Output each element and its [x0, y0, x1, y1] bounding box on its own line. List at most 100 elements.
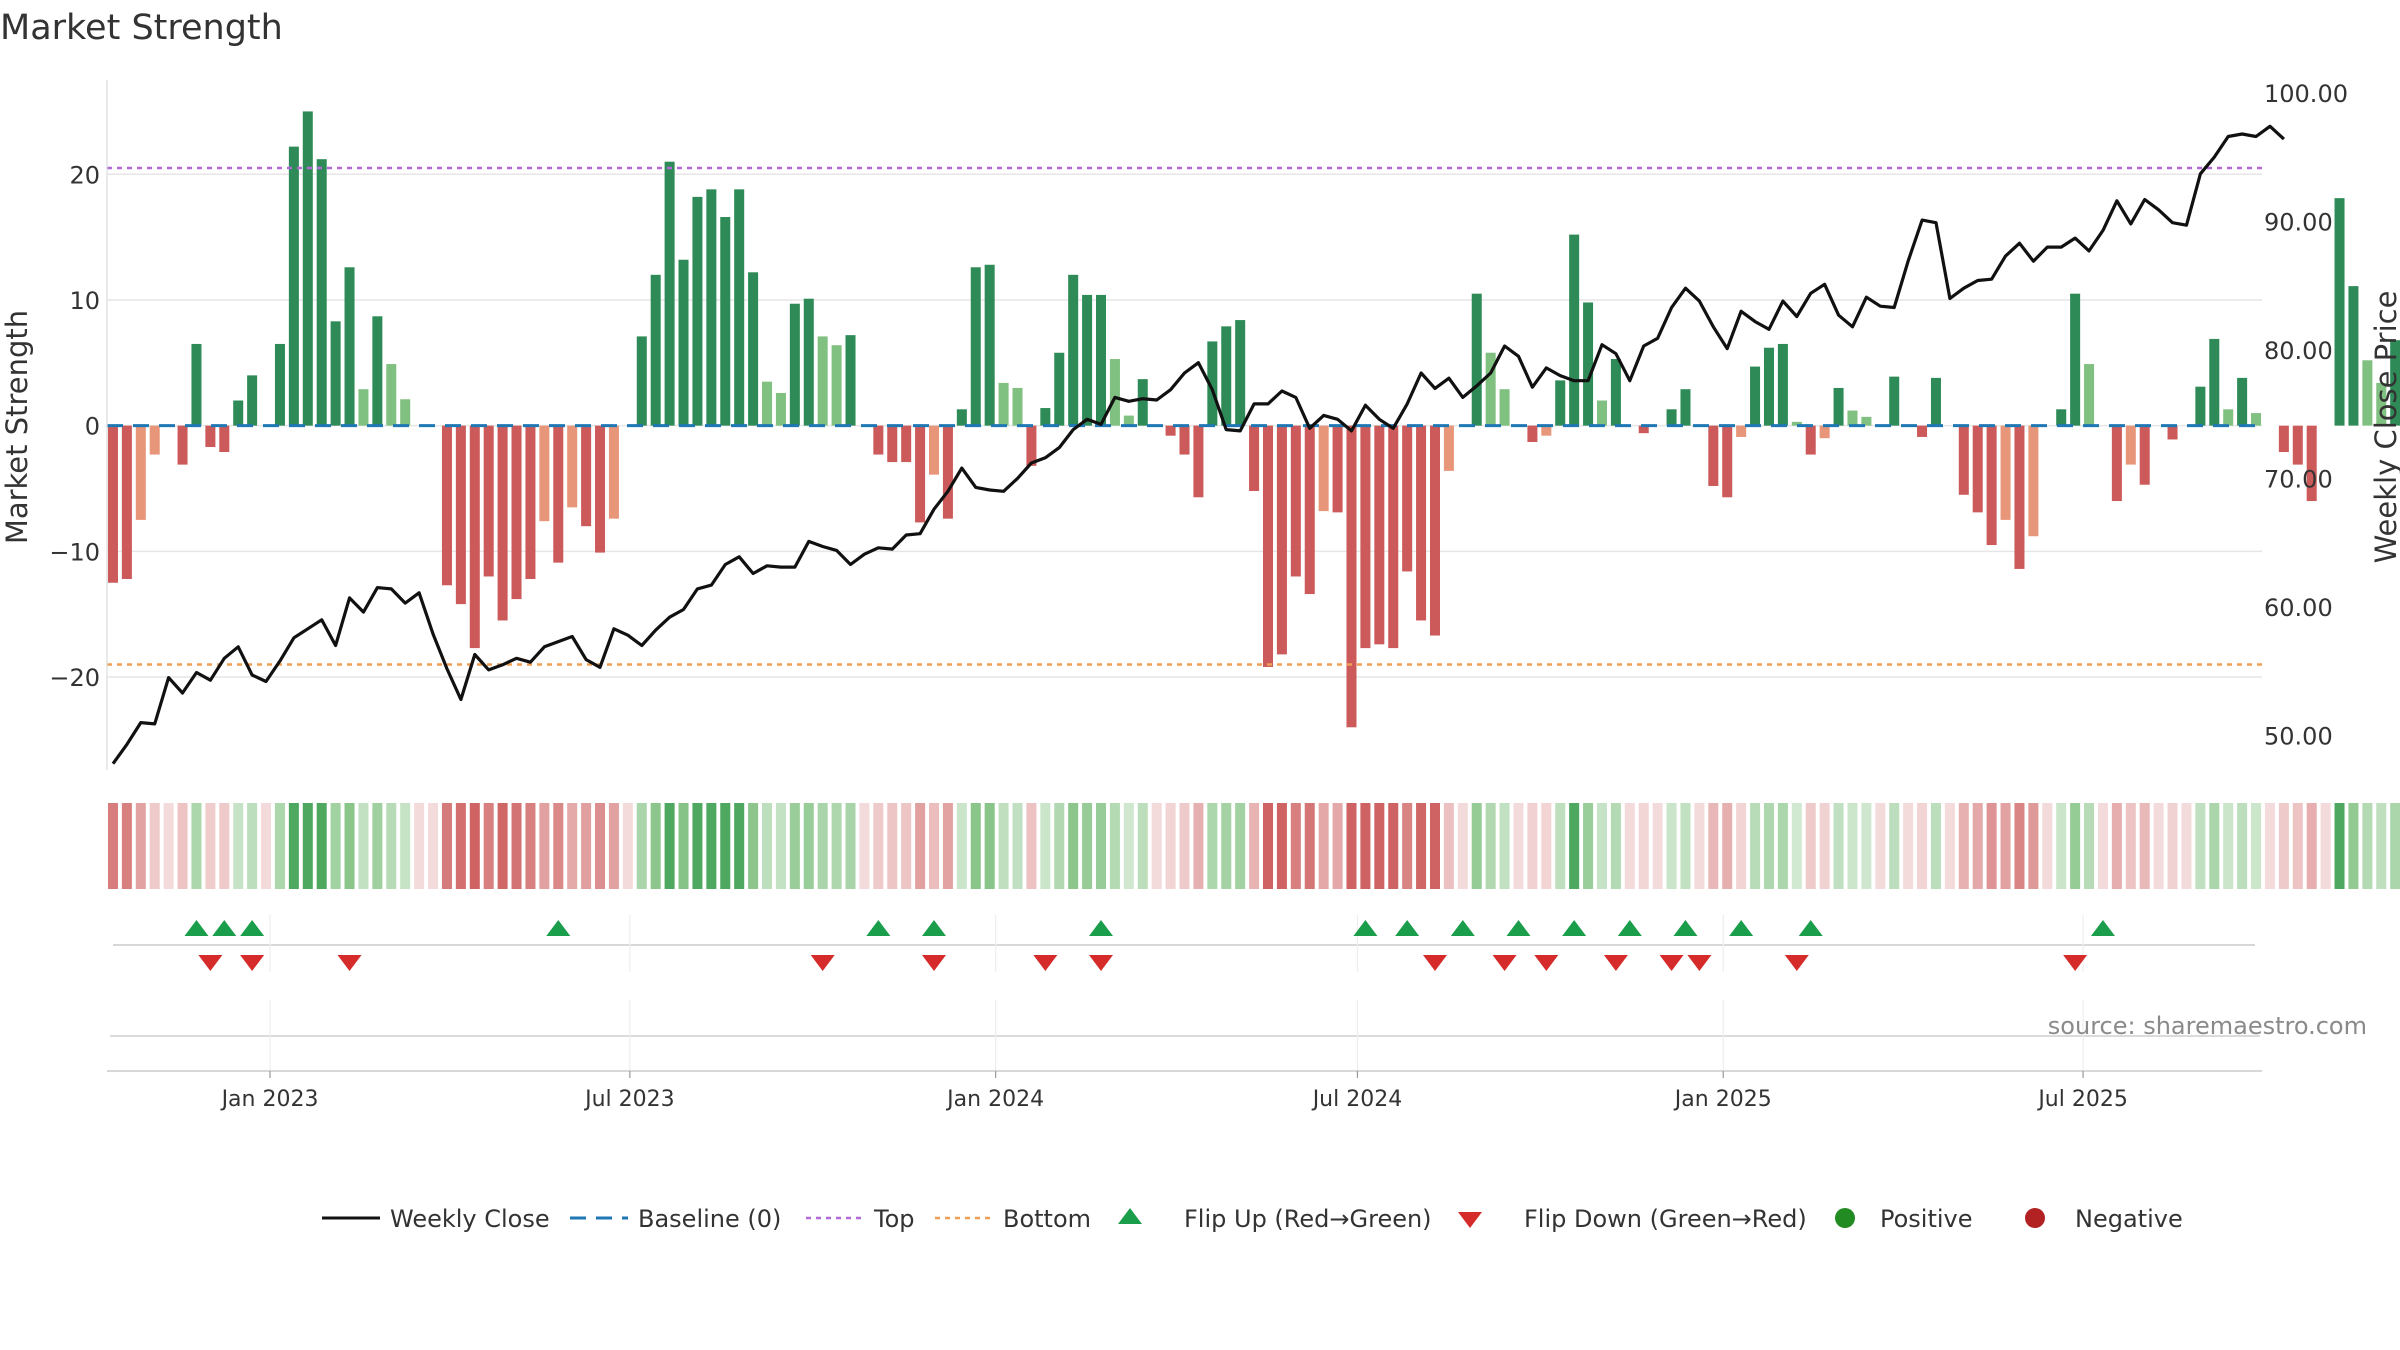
legend: Weekly Close Baseline (0) Top Bottom Flip Up… — [322, 1205, 2183, 1233]
heat-cell — [803, 803, 814, 889]
heat-cell — [1708, 803, 1719, 889]
heat-cell — [1763, 803, 1774, 889]
strength-bar — [1889, 376, 1900, 426]
heat-cell — [692, 803, 703, 889]
strength-bar — [1583, 302, 1594, 426]
heat-cell — [929, 803, 940, 889]
heat-cell — [1416, 803, 1427, 889]
strength-bar — [1012, 387, 1023, 426]
strength-bar — [1541, 425, 1552, 436]
strength-bar — [1930, 377, 1941, 426]
strength-bar — [1416, 425, 1427, 621]
heat-cell — [2195, 803, 2206, 889]
strength-bar — [1708, 425, 1719, 486]
heat-cell — [1360, 803, 1371, 889]
heat-cell — [2167, 803, 2178, 889]
heat-cell — [1054, 803, 1065, 889]
heat-cell — [414, 803, 425, 889]
strength-bar — [2251, 413, 2262, 426]
y-right-tick-label: 50.00 — [2264, 722, 2333, 750]
heat-cell — [1569, 803, 1580, 889]
strength-bar — [1819, 425, 1830, 439]
heat-cell — [400, 803, 411, 889]
strength-bar — [1346, 425, 1357, 728]
heat-cell — [636, 803, 647, 889]
legend-label: Negative — [2075, 1205, 2183, 1233]
heat-cell — [1249, 803, 1260, 889]
flip-up-marker — [922, 920, 947, 936]
heat-cell — [511, 803, 522, 889]
heat-cell — [2181, 803, 2192, 889]
strength-bar — [845, 335, 856, 426]
flip-up-marker — [1353, 920, 1378, 936]
y-left-tick-label: 10 — [69, 287, 100, 315]
strength-bar — [1471, 293, 1482, 426]
heat-cell — [149, 803, 160, 889]
heat-cell — [428, 803, 439, 889]
heat-cell — [1527, 803, 1538, 889]
heat-cell — [497, 803, 508, 889]
strength-bar — [1833, 387, 1844, 426]
strength-bar — [1109, 359, 1120, 426]
y-right-tick-label: 80.00 — [2264, 337, 2333, 365]
heat-cell — [1680, 803, 1691, 889]
heat-cell — [1666, 803, 1677, 889]
heat-cell — [1624, 803, 1635, 889]
strength-bar — [901, 425, 912, 463]
strength-bar — [400, 399, 411, 426]
strength-bar — [205, 425, 216, 448]
heat-cell — [956, 803, 967, 889]
heat-cell — [1068, 803, 1079, 889]
x-tick-label: Jul 2025 — [2036, 1087, 2128, 1112]
flip-down-marker — [1603, 955, 1628, 971]
chart-title: Market Strength — [0, 8, 283, 48]
strength-bar — [1569, 234, 1580, 426]
strength-bar — [1221, 326, 1232, 426]
strength-bar — [803, 298, 814, 426]
strength-bar — [720, 217, 731, 426]
x-axis: Jan 2023 Jul 2023 Jan 2024 Jul 2024 Jan 2025… — [107, 1070, 2262, 1112]
heat-cell — [1304, 803, 1315, 889]
x-tick-label: Jan 2025 — [1673, 1087, 1772, 1112]
heat-cell — [1722, 803, 1733, 889]
legend-swatch-positive — [1835, 1208, 1855, 1228]
strength-bar — [274, 343, 285, 426]
heat-cell — [2056, 803, 2067, 889]
legend-item: Bottom — [935, 1205, 1091, 1233]
heat-cell — [970, 803, 981, 889]
heat-cell — [2000, 803, 2011, 889]
strength-bar — [177, 425, 188, 465]
heat-cell — [748, 803, 759, 889]
strength-bar — [1638, 425, 1649, 434]
strength-bar — [595, 425, 606, 553]
strength-bar — [1332, 425, 1343, 513]
flip-up-marker — [240, 920, 265, 936]
heat-cell — [706, 803, 717, 889]
strength-bar — [539, 425, 550, 522]
heat-cell — [942, 803, 953, 889]
strength-bar — [2070, 293, 2081, 426]
heat-cell — [1861, 803, 1872, 889]
strength-bar — [525, 425, 536, 579]
strength-bar — [2167, 425, 2178, 440]
strength-bar — [706, 189, 717, 426]
flip-down-marker — [337, 955, 362, 971]
strength-bar — [762, 381, 773, 426]
strength-bar — [219, 425, 230, 453]
heat-cell — [1429, 803, 1440, 889]
heat-cell — [762, 803, 773, 889]
flip-up-marker — [2090, 920, 2115, 936]
strength-bar — [553, 425, 564, 563]
heat-cell — [2153, 803, 2164, 889]
flip-up-marker — [1506, 920, 1531, 936]
heat-cell — [1402, 803, 1413, 889]
flip-up-marker — [866, 920, 891, 936]
heat-cell — [1207, 803, 1218, 889]
heat-cell — [1026, 803, 1037, 889]
heat-cell — [441, 803, 452, 889]
x-tick-label: Jan 2023 — [220, 1087, 319, 1112]
heat-cell — [2278, 803, 2289, 889]
heat-cell — [1555, 803, 1566, 889]
strength-bar — [372, 316, 383, 426]
reference-lines — [107, 166, 2262, 666]
